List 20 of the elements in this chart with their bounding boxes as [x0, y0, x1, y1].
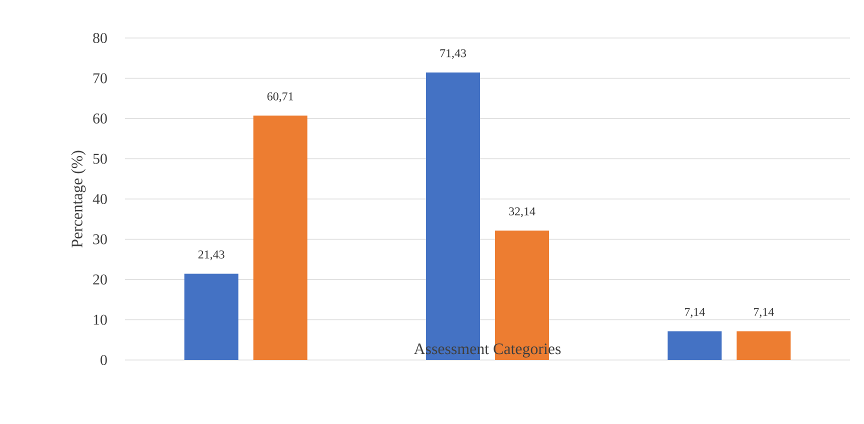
y-tick-label: 20 — [93, 274, 107, 285]
bar — [184, 274, 238, 360]
bar — [736, 331, 791, 360]
y-tick-label: 40 — [92, 194, 107, 204]
data-label: 71,43 — [440, 49, 466, 59]
data-label: 32,14 — [509, 207, 536, 218]
y-tick-label: 70 — [94, 73, 107, 84]
y-tick-label: 50 — [93, 154, 107, 164]
y-tick-label: 80 — [93, 32, 107, 44]
y-tick-label: 60 — [93, 113, 107, 124]
data-label: 21,43 — [198, 250, 224, 260]
y-axis-title: Percentage (%) — [71, 150, 86, 248]
data-label: 60,71 — [267, 92, 294, 102]
y-tick-label: 10 — [94, 314, 107, 325]
data-label: 7,14 — [754, 308, 774, 318]
bar — [668, 331, 722, 360]
bar — [253, 116, 308, 360]
y-tick-label: 0 — [100, 354, 107, 366]
data-label: 7,14 — [684, 308, 705, 318]
y-tick-label: 30 — [93, 234, 107, 244]
